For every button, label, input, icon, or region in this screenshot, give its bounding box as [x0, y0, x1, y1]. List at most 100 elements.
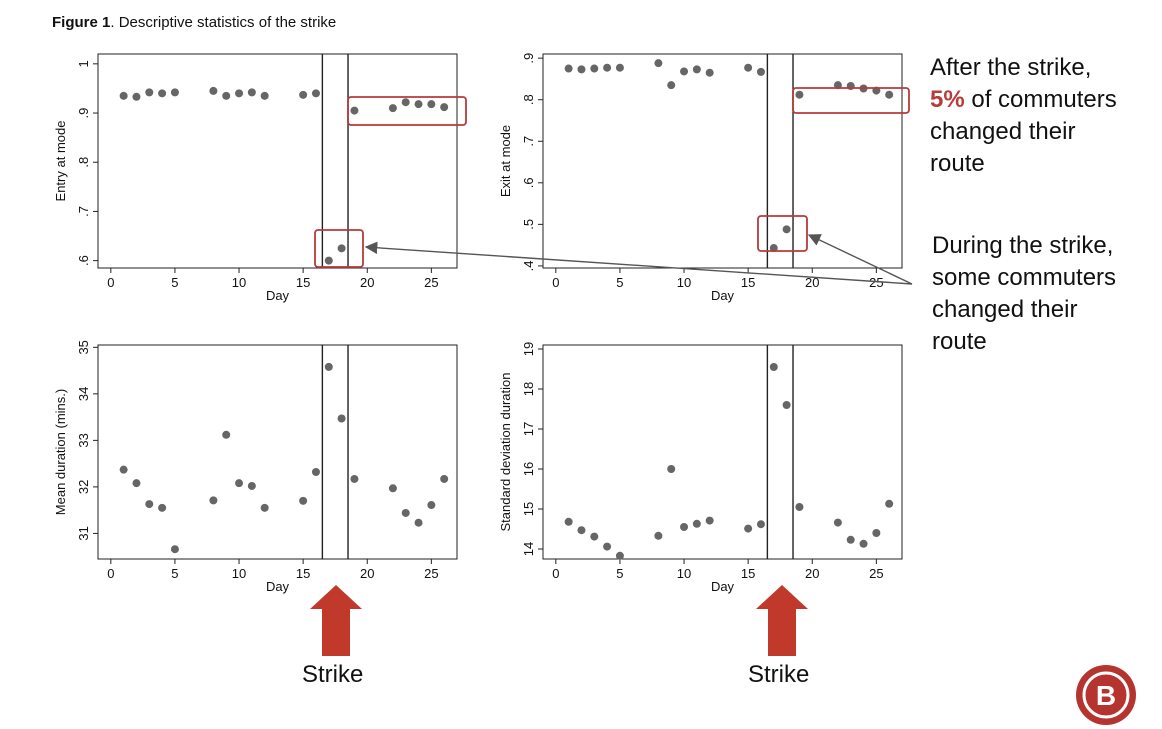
x-axis-label: Day — [266, 288, 290, 303]
data-point — [145, 500, 154, 509]
data-point — [705, 516, 714, 525]
x-tick-label: 15 — [296, 275, 310, 290]
x-tick-label: 0 — [107, 566, 114, 581]
x-tick-label: 20 — [360, 275, 374, 290]
data-point — [324, 256, 333, 265]
data-point — [132, 479, 141, 488]
strike-label-right: Strike — [748, 661, 810, 688]
callout-after-line3: changed their — [930, 118, 1076, 145]
logo-letter: B — [1096, 680, 1116, 711]
x-axis-label: Day — [266, 579, 290, 594]
figure-title-label: Figure 1 — [52, 14, 111, 31]
callout-after-line4: route — [930, 150, 985, 177]
data-point — [401, 508, 410, 517]
data-point — [680, 67, 689, 76]
data-point — [158, 503, 167, 512]
data-point — [260, 91, 269, 100]
data-point — [885, 90, 894, 99]
data-point — [833, 518, 842, 527]
y-tick-label: 34 — [76, 387, 91, 401]
logo-inner-ring — [1082, 671, 1130, 719]
data-point — [577, 526, 586, 535]
data-point — [615, 63, 624, 72]
callout-during-line4: route — [932, 328, 987, 355]
x-tick-label: 15 — [741, 566, 755, 581]
data-point — [311, 89, 320, 98]
data-point — [615, 551, 624, 560]
data-point — [132, 92, 141, 101]
data-point — [667, 81, 676, 90]
x-tick-label: 5 — [171, 275, 178, 290]
plot-frame — [542, 344, 903, 560]
data-point — [247, 88, 256, 97]
data-point — [577, 65, 586, 74]
data-point — [337, 244, 346, 253]
brand-logo: B — [1076, 665, 1136, 725]
x-tick-label: 5 — [616, 275, 623, 290]
x-tick-label: 0 — [552, 275, 559, 290]
after-strike-box-exit — [792, 87, 910, 114]
figure-title: Figure 1. Descriptive statistics of the … — [52, 14, 336, 31]
callout-during-line1: During the strike, — [932, 232, 1114, 259]
x-tick-label: 10 — [677, 275, 691, 290]
data-point — [119, 91, 128, 100]
x-tick-label: 0 — [107, 275, 114, 290]
during-strike-box-exit — [757, 215, 808, 252]
data-point — [603, 63, 612, 72]
strike-arrow-right — [756, 585, 808, 656]
data-point — [209, 86, 218, 95]
data-point — [388, 484, 397, 493]
data-point — [119, 465, 128, 474]
data-point — [603, 542, 612, 551]
data-point — [564, 64, 573, 73]
x-tick-label: 5 — [616, 566, 623, 581]
during-strike-box-entry — [314, 229, 364, 268]
y-tick-label: 31 — [76, 526, 91, 540]
data-point — [324, 362, 333, 371]
data-point — [350, 474, 359, 483]
plot-frame — [97, 53, 458, 269]
x-tick-label: 25 — [424, 275, 438, 290]
x-tick-label: 25 — [869, 275, 883, 290]
y-tick-label: .9 — [521, 53, 536, 64]
y-tick-label: 19 — [521, 342, 536, 356]
after-strike-box-entry — [347, 96, 467, 126]
plot-frame — [542, 53, 903, 269]
data-point — [247, 481, 256, 490]
data-point — [427, 100, 436, 109]
x-tick-label: 20 — [360, 566, 374, 581]
x-tick-label: 20 — [805, 275, 819, 290]
data-point — [756, 520, 765, 529]
data-point — [744, 524, 753, 533]
x-tick-label: 10 — [677, 566, 691, 581]
x-tick-label: 15 — [296, 566, 310, 581]
data-point — [260, 503, 269, 512]
data-point — [170, 88, 179, 97]
data-point — [590, 64, 599, 73]
y-tick-label: 17 — [521, 422, 536, 436]
data-point — [564, 517, 573, 526]
y-tick-label: .9 — [76, 108, 91, 119]
y-axis-label: Entry at mode — [53, 121, 68, 202]
data-point — [885, 499, 894, 508]
data-point — [222, 91, 231, 100]
chart-panel-4: 0 5 10 15 20 25 Day 14 15 16 17 18 19 Standard deviat… — [498, 342, 903, 594]
data-point — [440, 103, 449, 112]
strike-arrow-left — [310, 585, 362, 656]
data-point — [311, 468, 320, 477]
x-tick-label: 25 — [869, 566, 883, 581]
data-point — [654, 531, 663, 540]
data-point — [782, 225, 791, 234]
x-tick-label: 10 — [232, 275, 246, 290]
data-point — [795, 503, 804, 511]
data-point — [299, 496, 308, 505]
data-point — [209, 496, 218, 505]
data-point — [872, 529, 881, 537]
y-tick-label: 14 — [521, 542, 536, 556]
data-point — [158, 89, 167, 98]
data-point — [440, 474, 449, 483]
callout-after-strike: After the strike, 5% of commuters change… — [930, 52, 1155, 180]
x-tick-label: 5 — [171, 566, 178, 581]
data-point — [350, 106, 359, 115]
